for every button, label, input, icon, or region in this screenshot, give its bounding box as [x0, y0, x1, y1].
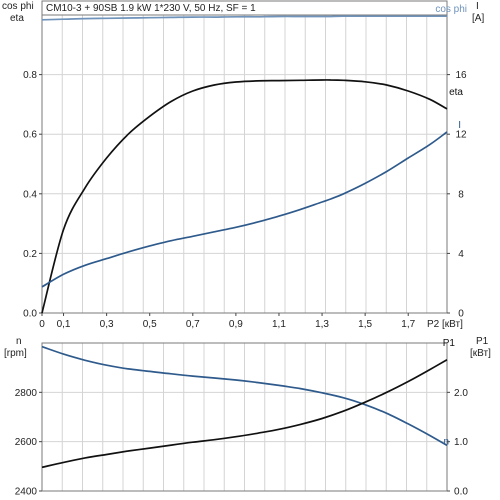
series-label-p1: P1 [443, 338, 456, 349]
right-tick-label: 0.0 [454, 487, 468, 498]
x-axis-label: P2 [кВт] [427, 319, 463, 330]
series-line-p1 [41, 359, 448, 469]
plot-frame [41, 342, 448, 492]
x-tick-label: 1,7 [401, 319, 415, 330]
x-tick-label: 1,1 [272, 319, 286, 330]
series-line-i [41, 131, 448, 288]
series-label-cos-phi: cos phi [435, 4, 467, 15]
series-line-cos-phi [41, 15, 447, 21]
x-tick-label: 0,9 [229, 319, 243, 330]
x-tick-label: 0,7 [186, 319, 200, 330]
chart-title: CM10-3 + 90SB 1.9 kW 1*230 V, 50 Hz, SF … [46, 3, 256, 14]
header: cos phi eta CM10-3 + 90SB 1.9 kW 1*230 V… [2, 0, 484, 24]
right-axis-label-bottom-1: [A] [472, 13, 484, 24]
series-label-eta: eta [449, 87, 463, 98]
series-line-eta [41, 79, 448, 314]
x-tick-label: 0,1 [57, 319, 71, 330]
efficiency-current-plot: 0.0 0.2 0.4 0.6 0.8 0 4 8 12 16 0 0,1 0,3 0,5 0,7 0,9 1,… [23, 4, 467, 330]
left-tick-label: 2400 [15, 487, 38, 498]
x-tick-label: 0,5 [143, 319, 157, 330]
right-tick-label: 1.0 [454, 437, 468, 448]
left-axis-label-top-2: n [16, 336, 22, 347]
x-tick-label: 0,3 [100, 319, 114, 330]
right-tick-label: 4 [458, 249, 464, 260]
x-tick-label: 1,5 [358, 319, 372, 330]
plot-frame [41, 14, 448, 314]
left-axis-label-bottom-1: eta [10, 13, 24, 24]
x-tick-label: 0 [39, 319, 45, 330]
left-axis-label-bottom-2: [rpm] [4, 348, 27, 359]
right-tick-label: 8 [458, 189, 464, 200]
right-tick-label: 16 [455, 70, 467, 81]
series-line-n [41, 345, 448, 447]
series-label-n: n [443, 436, 449, 447]
speed-power-plot: 2400 2600 2800 0.0 1.0 2.0 n P1 [15, 338, 469, 498]
x-tick-label: 1,3 [315, 319, 329, 330]
left-tick-label: 2600 [15, 437, 38, 448]
left-tick-label: 0.8 [23, 70, 37, 81]
left-tick-label: 0.2 [23, 249, 37, 260]
right-tick-label: 2.0 [454, 388, 468, 399]
series-label-i: I [458, 120, 461, 131]
left-tick-label: 0.4 [23, 189, 37, 200]
right-axis-label-bottom-2: [кВт] [470, 348, 491, 359]
left-tick-label: 2800 [15, 388, 38, 399]
right-axis-label-top-2: P1 [476, 336, 489, 347]
right-axis-label-top-1: I [476, 1, 479, 12]
right-tick-label: 0 [458, 309, 464, 320]
left-tick-label: 0.0 [23, 309, 37, 320]
left-axis-label-top-1: cos phi [2, 1, 34, 12]
right-tick-label: 12 [455, 130, 467, 141]
left-tick-label: 0.6 [23, 130, 37, 141]
